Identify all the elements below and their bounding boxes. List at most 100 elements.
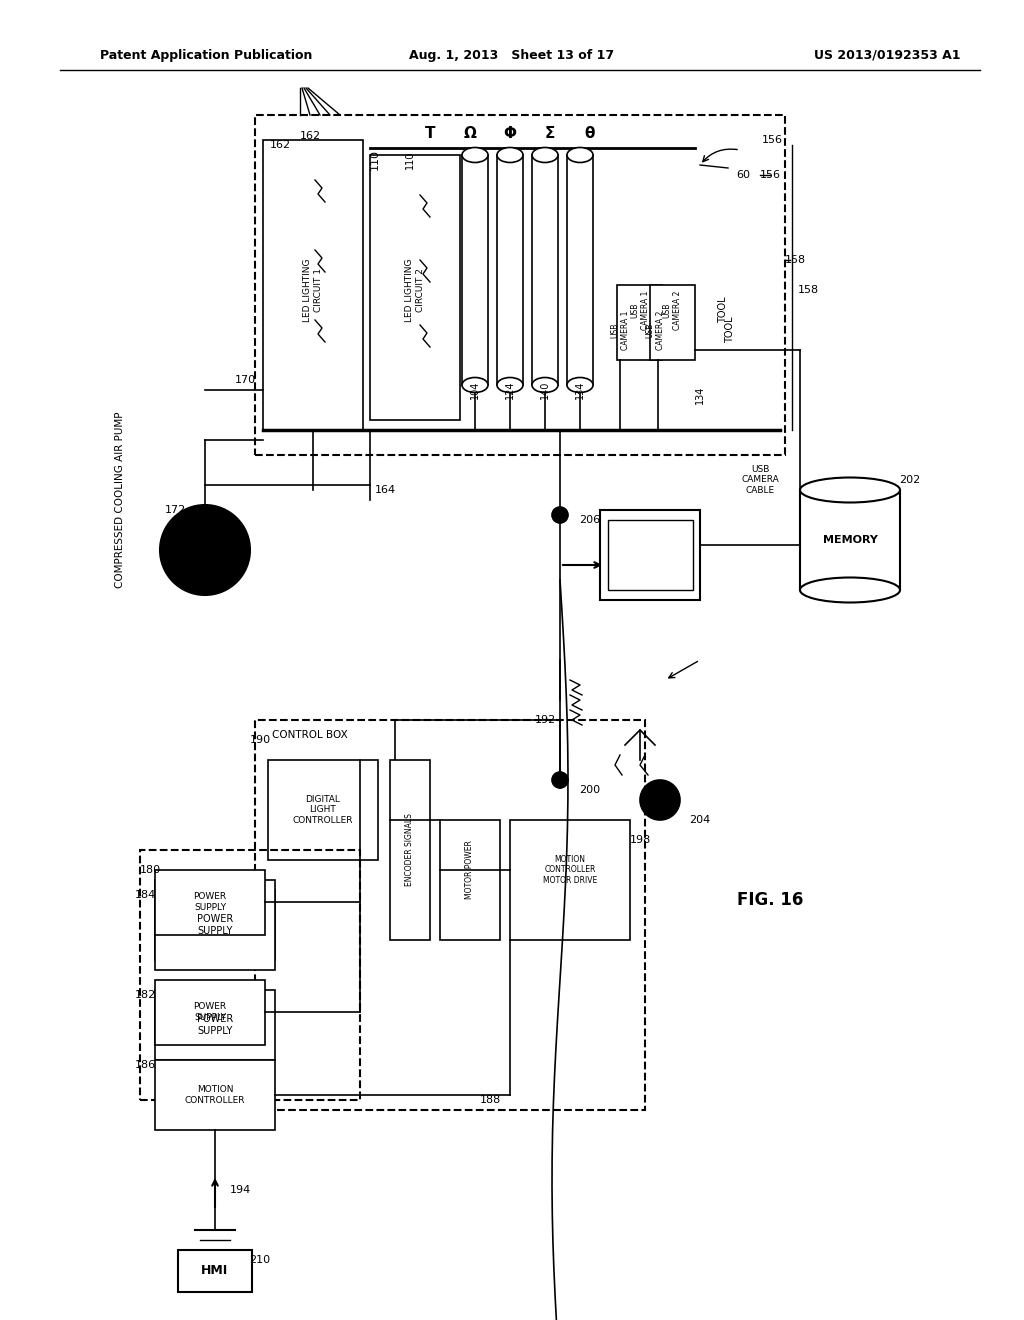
Text: 134: 134 <box>695 385 705 404</box>
Text: 104: 104 <box>470 380 480 399</box>
Bar <box>532 154 558 385</box>
Text: 110: 110 <box>370 149 380 170</box>
Text: LED LIGHTING
CIRCUIT 2: LED LIGHTING CIRCUIT 2 <box>406 259 425 322</box>
Text: USB
CAMERA 1: USB CAMERA 1 <box>610 310 630 350</box>
Text: USB
CAMERA 2: USB CAMERA 2 <box>645 310 665 350</box>
Text: P: P <box>198 540 212 560</box>
Text: 158: 158 <box>784 255 806 265</box>
Bar <box>155 990 275 1060</box>
Bar <box>510 820 630 940</box>
Text: MOTOR POWER: MOTOR POWER <box>466 841 474 899</box>
Text: 198: 198 <box>630 836 650 845</box>
Bar <box>497 154 523 385</box>
Text: 124: 124 <box>505 380 515 399</box>
Text: 192: 192 <box>535 715 556 725</box>
Text: POWER
SUPPLY: POWER SUPPLY <box>197 915 233 936</box>
Bar <box>440 820 500 940</box>
Text: 162: 162 <box>299 131 321 141</box>
Text: θ: θ <box>585 125 595 140</box>
Bar <box>263 140 362 430</box>
Ellipse shape <box>497 148 523 162</box>
Bar <box>600 510 700 601</box>
Text: POWER
SUPPLY: POWER SUPPLY <box>197 1014 233 1036</box>
Text: ENCODER SIGNALS: ENCODER SIGNALS <box>406 813 415 887</box>
Text: 60: 60 <box>736 170 750 180</box>
Bar <box>140 850 360 1100</box>
Text: 188: 188 <box>479 1096 501 1105</box>
Text: Aug. 1, 2013   Sheet 13 of 17: Aug. 1, 2013 Sheet 13 of 17 <box>410 49 614 62</box>
Bar <box>255 115 785 455</box>
Text: 180: 180 <box>139 865 161 875</box>
Text: o: o <box>656 795 664 805</box>
Text: LED LIGHTING
CIRCUIT 1: LED LIGHTING CIRCUIT 1 <box>303 259 323 322</box>
Ellipse shape <box>532 378 558 392</box>
Bar <box>617 285 662 360</box>
Bar <box>155 979 265 1045</box>
Text: US 2013/0192353 A1: US 2013/0192353 A1 <box>813 49 961 62</box>
Bar <box>800 490 900 590</box>
Text: MEMORY: MEMORY <box>822 535 878 545</box>
Ellipse shape <box>567 378 593 392</box>
Text: 204: 204 <box>689 814 711 825</box>
Bar <box>650 285 695 360</box>
Text: 210: 210 <box>250 1255 270 1265</box>
Ellipse shape <box>567 148 593 162</box>
Circle shape <box>552 772 568 788</box>
Text: 156: 156 <box>762 135 782 145</box>
Text: 110: 110 <box>406 150 415 169</box>
Bar <box>370 154 460 420</box>
Bar <box>608 520 693 590</box>
Bar <box>255 719 645 1110</box>
Text: USB
CAMERA 1: USB CAMERA 1 <box>631 290 649 330</box>
Text: 172: 172 <box>165 506 185 515</box>
Bar <box>268 760 378 861</box>
Ellipse shape <box>800 578 900 602</box>
Bar <box>155 870 265 935</box>
Ellipse shape <box>462 378 488 392</box>
Ellipse shape <box>462 148 488 162</box>
Text: Σ: Σ <box>545 125 555 140</box>
Ellipse shape <box>497 378 523 392</box>
Bar <box>390 760 430 940</box>
Bar <box>178 1250 252 1292</box>
Text: Φ: Φ <box>504 125 516 140</box>
Text: T: T <box>425 125 435 140</box>
Text: POWER
SUPPLY: POWER SUPPLY <box>194 892 226 912</box>
Text: 140: 140 <box>540 380 550 399</box>
Text: 202: 202 <box>899 475 921 484</box>
Bar <box>155 890 275 960</box>
Text: MOTION
CONTROLLER
MOTOR DRIVE: MOTION CONTROLLER MOTOR DRIVE <box>543 855 597 884</box>
Text: POWER
SUPPLY: POWER SUPPLY <box>194 1002 226 1022</box>
Text: 194: 194 <box>229 1185 251 1195</box>
Text: TOOL: TOOL <box>718 297 728 323</box>
Text: DIGITAL
LIGHT
CONTROLLER: DIGITAL LIGHT CONTROLLER <box>293 795 353 825</box>
Text: Ω: Ω <box>464 125 476 140</box>
Text: MOTION
CONTROLLER: MOTION CONTROLLER <box>184 1085 246 1105</box>
Text: USB
CAMERA
CABLE: USB CAMERA CABLE <box>741 465 779 495</box>
Circle shape <box>160 506 250 595</box>
Text: 156: 156 <box>760 170 780 180</box>
Text: 164: 164 <box>375 484 395 495</box>
Text: HMI: HMI <box>202 1265 228 1278</box>
Text: 162: 162 <box>269 140 291 150</box>
Circle shape <box>640 780 680 820</box>
Circle shape <box>552 507 568 523</box>
Text: USB
CAMERA 2: USB CAMERA 2 <box>663 290 682 330</box>
Bar <box>155 880 275 970</box>
Text: COMPRESSED COOLING AIR PUMP: COMPRESSED COOLING AIR PUMP <box>115 412 125 589</box>
Text: 200: 200 <box>580 785 600 795</box>
Text: 158: 158 <box>798 285 818 294</box>
Ellipse shape <box>532 148 558 162</box>
Bar <box>567 154 593 385</box>
Text: CONTROL BOX: CONTROL BOX <box>272 730 348 741</box>
Text: 206: 206 <box>580 515 600 525</box>
Text: TOOL: TOOL <box>725 317 735 343</box>
Text: 190: 190 <box>250 735 270 744</box>
Text: Patent Application Publication: Patent Application Publication <box>100 49 312 62</box>
Text: 134: 134 <box>575 380 585 399</box>
Bar <box>462 154 488 385</box>
Bar <box>155 1060 275 1130</box>
Text: 170: 170 <box>234 375 256 385</box>
Text: FIG. 16: FIG. 16 <box>737 891 803 909</box>
Text: 186: 186 <box>134 1060 156 1071</box>
